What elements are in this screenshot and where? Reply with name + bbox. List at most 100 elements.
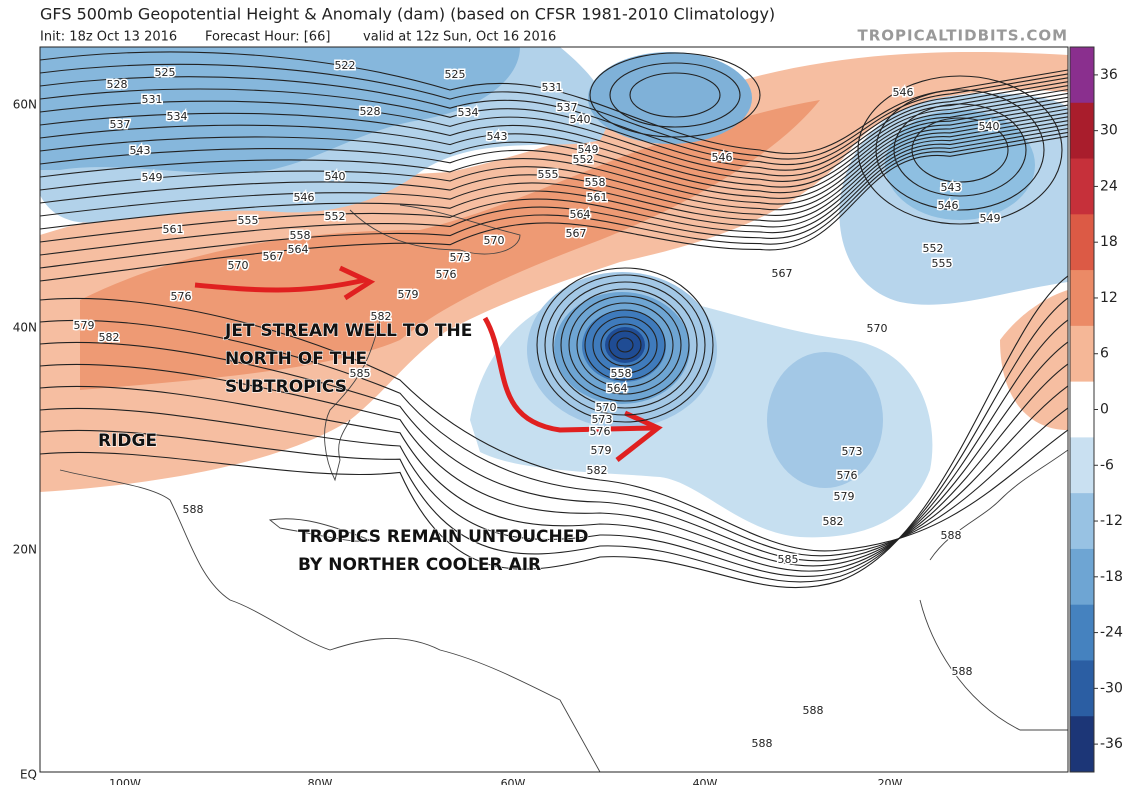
contour [40,112,1068,217]
colorbar-tick-label: 0 [1100,402,1109,418]
colorbar-tick-label: -6 [1100,457,1114,473]
contour [40,297,1068,583]
contour [608,330,642,360]
colorbar-tick-label: 30 [1100,123,1118,139]
contour [616,337,634,353]
annotation: NORTH OF THE [225,349,367,369]
colorbar-segment [1070,270,1094,327]
contour [40,363,1068,567]
contour [40,51,1068,155]
contour-label: 555 [932,257,953,270]
colorbar-tick-label: 24 [1100,178,1118,194]
contour [600,323,650,367]
colorbar-tick-label: -24 [1100,625,1123,641]
lon-label: 60W [501,777,526,785]
contour [40,297,1068,552]
colorbar: 36 30 24 18 12 6 0 -6 -12 -18 -24 -30 -36 [1069,46,1123,773]
contour [576,302,674,388]
contour-label: 585 [778,553,799,566]
contour-label: 543 [941,181,962,194]
colorbar-segment [1070,102,1094,160]
contour-label: 582 [99,331,120,344]
contour-label: 558 [290,229,311,242]
contour-label: 528 [107,78,128,91]
colorbar-tick-label: -30 [1100,680,1123,696]
contour-label: 567 [772,267,793,280]
lat-label: 40N [13,321,37,335]
contour-label: 582 [587,464,608,477]
contour-label: 579 [398,288,419,301]
contour-label: 588 [941,529,962,542]
colorbar-segment [1070,716,1094,773]
contour-label: 561 [163,223,184,236]
lon-label: 100W [109,777,141,785]
contour-label: 558 [585,176,606,189]
contour-label: 588 [803,704,824,717]
contour [544,274,706,416]
lon-label: 40W [693,777,718,785]
contour [875,89,1045,211]
contour-label: 561 [587,191,608,204]
lat-label: EQ [20,768,37,782]
contour [40,88,1068,182]
contour [589,52,761,138]
colorbar-tick-label: 36 [1100,67,1118,83]
contour-label: 576 [590,425,611,438]
colorbar-segment [1070,47,1094,104]
contour [40,96,1068,194]
contour-label: 585 [350,367,371,380]
colorbar-tick-label: -12 [1100,513,1123,529]
contour [893,103,1027,197]
colorbar-segment [1070,660,1094,717]
contour-label: 582 [823,515,844,528]
contour-label: 573 [842,445,863,458]
contour [40,319,1068,577]
title: GFS 500mb Geopotential Height & Anomaly … [40,5,775,24]
contour [911,117,1009,183]
contour-label: 552 [573,153,594,166]
colorbar-segment [1070,214,1094,271]
contour-label: 567 [566,227,587,240]
contour-label: 564 [607,382,628,395]
contour-label: 546 [938,199,959,212]
contour [560,288,690,402]
contour-label: 555 [538,168,559,181]
contour-label: 558 [611,367,632,380]
contour-label: 570 [867,322,888,335]
contour-label: 528 [360,105,381,118]
contour [40,92,1068,188]
contour-label: 555 [238,214,259,227]
contour [40,116,1068,222]
contour-label: 570 [484,234,505,247]
contour-label: 540 [325,170,346,183]
colorbar-segment [1070,381,1094,438]
lat-label: 60N [13,98,37,112]
contour-label: 525 [445,68,466,81]
contour-label: 543 [487,130,508,143]
contour-label: 543 [130,144,151,157]
colorbar-segment [1070,548,1094,606]
contour [536,267,714,423]
colorbar-segment [1070,158,1094,215]
colorbar-segment [1070,604,1094,661]
init: Init: 18z Oct 13 2016 [40,30,177,45]
contour-label: 567 [263,250,284,263]
contour-label: 576 [837,469,858,482]
contour-label: 582 [371,310,392,323]
contour [40,341,1068,572]
lon-label: 80W [308,777,333,785]
contour [552,281,698,409]
colorbar-segment [1070,325,1094,383]
contour-label: 576 [171,290,192,303]
contour [40,120,1068,230]
contour-label: 579 [834,490,855,503]
colorbar-segment [1070,437,1094,494]
valid-time: valid at 12z Sun, Oct 16 2016 [363,30,556,45]
contour-label: 540 [570,113,591,126]
lat-label: 20N [13,543,37,557]
contour [40,85,1068,177]
colorbar-tick-label: 18 [1100,234,1118,250]
contour [40,341,1068,562]
colorbar-segment [1070,493,1094,550]
